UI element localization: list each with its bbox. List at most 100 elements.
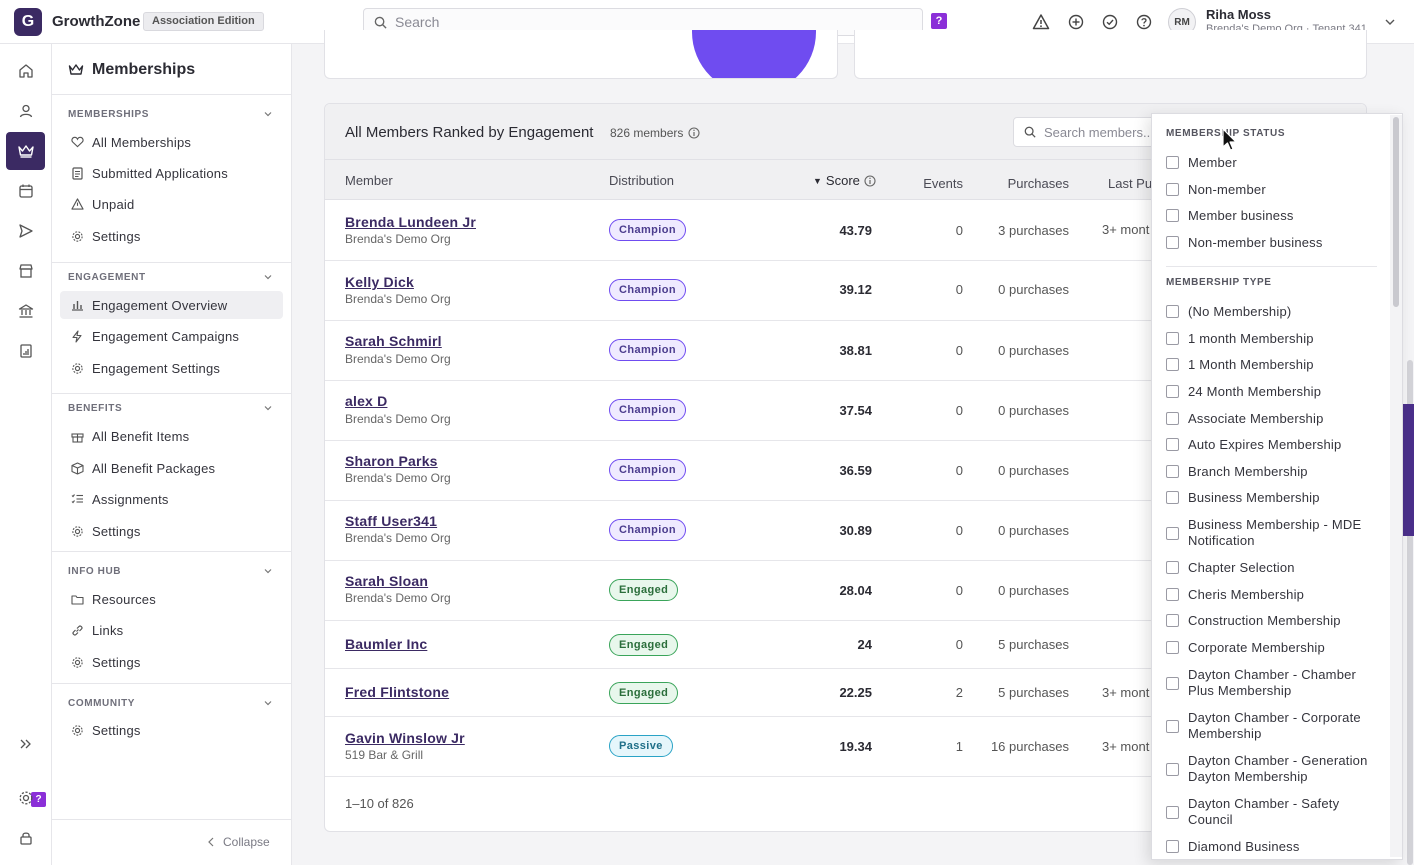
- filter-option[interactable]: 24 Month Membership: [1166, 384, 1378, 399]
- filter-option[interactable]: Diamond Business: [1166, 839, 1378, 854]
- info-icon[interactable]: [688, 127, 700, 139]
- user-name[interactable]: Riha Moss: [1206, 7, 1272, 22]
- checkbox[interactable]: [1166, 183, 1179, 196]
- member-link[interactable]: Staff User341: [345, 513, 438, 529]
- lock-icon[interactable]: [14, 826, 38, 850]
- help-badge[interactable]: ?: [931, 13, 947, 29]
- filter-option[interactable]: Construction Membership: [1166, 613, 1378, 628]
- filter-option[interactable]: Business Membership - MDE Notification: [1166, 517, 1378, 549]
- col-events[interactable]: Events: [923, 176, 963, 191]
- checkbox[interactable]: [1166, 491, 1179, 504]
- sidebar-item-benefits-settings[interactable]: Settings: [60, 517, 283, 545]
- chevron-down-icon[interactable]: [263, 109, 273, 119]
- checkbox[interactable]: [1166, 209, 1179, 222]
- send-icon[interactable]: [14, 219, 38, 243]
- sidebar-item-engagement-overview[interactable]: Engagement Overview: [60, 291, 283, 319]
- check-circle-icon[interactable]: [1100, 12, 1120, 32]
- member-link[interactable]: Sharon Parks: [345, 453, 438, 469]
- sidebar-item-memberships-settings[interactable]: Settings: [60, 222, 283, 250]
- collapse-button[interactable]: Collapse: [207, 835, 270, 849]
- sidebar-item-unpaid[interactable]: Unpaid: [60, 190, 283, 218]
- sidebar-item-all-benefit-packages[interactable]: All Benefit Packages: [60, 454, 283, 482]
- sidebar-item-community-settings[interactable]: Settings: [60, 716, 283, 744]
- col-last-purchase[interactable]: Last Pu: [1108, 176, 1153, 191]
- info-icon[interactable]: [864, 174, 876, 187]
- sidebar-item-resources[interactable]: Resources: [60, 585, 283, 613]
- checkbox[interactable]: [1166, 805, 1179, 819]
- settings-gear-icon[interactable]: [14, 786, 38, 810]
- checkbox[interactable]: [1166, 465, 1179, 478]
- checkbox[interactable]: [1166, 156, 1179, 169]
- filter-option[interactable]: Corporate Membership: [1166, 640, 1378, 655]
- member-link[interactable]: Fred Flintstone: [345, 684, 450, 700]
- chevron-down-icon[interactable]: [263, 272, 273, 282]
- filter-option[interactable]: Dayton Chamber - Corporate Membership: [1166, 710, 1378, 742]
- add-circle-icon[interactable]: [1066, 12, 1086, 32]
- section-info-hub[interactable]: INFO HUB: [68, 566, 122, 577]
- checkbox[interactable]: [1166, 438, 1179, 451]
- checkbox[interactable]: [1166, 719, 1179, 733]
- checkbox[interactable]: [1166, 561, 1179, 574]
- sidebar-item-infohub-settings[interactable]: Settings: [60, 648, 283, 676]
- calendar-icon[interactable]: [14, 179, 38, 203]
- checkbox[interactable]: [1166, 676, 1179, 690]
- bank-icon[interactable]: [14, 299, 38, 323]
- sidebar-item-links[interactable]: Links: [60, 616, 283, 644]
- checkbox[interactable]: [1166, 358, 1179, 371]
- sidebar-item-submitted-applications[interactable]: Submitted Applications: [60, 159, 283, 187]
- checkbox[interactable]: [1166, 762, 1179, 776]
- home-icon[interactable]: [14, 59, 38, 83]
- member-link[interactable]: Sarah Sloan: [345, 573, 429, 589]
- member-link[interactable]: alex D: [345, 393, 388, 409]
- col-purchases[interactable]: Purchases: [1007, 176, 1069, 191]
- filter-option[interactable]: Non-member business: [1166, 235, 1378, 250]
- report-icon[interactable]: [14, 339, 38, 363]
- checkbox[interactable]: [1166, 236, 1179, 249]
- filter-option[interactable]: (No Membership): [1166, 304, 1378, 319]
- checkbox[interactable]: [1166, 526, 1179, 540]
- help-circle-icon[interactable]: [1134, 12, 1154, 32]
- checkbox[interactable]: [1166, 641, 1179, 654]
- checkbox[interactable]: [1166, 305, 1179, 318]
- member-link[interactable]: Sarah Schmirl: [345, 333, 442, 349]
- filter-option[interactable]: Member business: [1166, 208, 1378, 223]
- chevron-down-icon[interactable]: [263, 403, 273, 413]
- member-link[interactable]: Kelly Dick: [345, 274, 414, 290]
- filter-option[interactable]: Business Membership: [1166, 490, 1378, 505]
- filter-option[interactable]: Auto Expires Membership: [1166, 437, 1378, 452]
- filter-option[interactable]: Dayton Chamber - Chamber Plus Membership: [1166, 667, 1378, 699]
- sidebar-item-engagement-campaigns[interactable]: Engagement Campaigns: [60, 322, 283, 350]
- filter-scrollbar-thumb[interactable]: [1393, 117, 1399, 307]
- filter-option[interactable]: Branch Membership: [1166, 464, 1378, 479]
- sidebar-item-all-memberships[interactable]: All Memberships: [60, 128, 283, 156]
- sidebar-item-all-benefit-items[interactable]: All Benefit Items: [60, 422, 283, 450]
- filter-option[interactable]: Dayton Chamber - Generation Dayton Membe…: [1166, 753, 1378, 785]
- filter-option[interactable]: 1 Month Membership: [1166, 357, 1378, 372]
- checkbox[interactable]: [1166, 412, 1179, 425]
- filter-option[interactable]: Dayton Chamber - Safety Council: [1166, 796, 1378, 828]
- chevron-down-icon[interactable]: [263, 698, 273, 708]
- filter-option[interactable]: Chapter Selection: [1166, 560, 1378, 575]
- member-link[interactable]: Baumler Inc: [345, 636, 428, 652]
- checkbox[interactable]: [1166, 332, 1179, 345]
- filter-option[interactable]: Associate Membership: [1166, 411, 1378, 426]
- section-benefits[interactable]: BENEFITS: [68, 403, 123, 414]
- filter-option[interactable]: 1 month Membership: [1166, 331, 1378, 346]
- filter-option[interactable]: Non-member: [1166, 182, 1378, 197]
- member-link[interactable]: Brenda Lundeen Jr: [345, 214, 476, 230]
- col-member[interactable]: Member: [345, 173, 393, 188]
- sidebar-item-engagement-settings[interactable]: Engagement Settings: [60, 354, 283, 382]
- checkbox[interactable]: [1166, 840, 1179, 853]
- col-score[interactable]: ▼ Score: [813, 173, 876, 188]
- page-scrollbar-thumb[interactable]: [1407, 360, 1413, 865]
- checkbox[interactable]: [1166, 385, 1179, 398]
- section-memberships[interactable]: MEMBERSHIPS: [68, 109, 150, 120]
- memberships-crown-icon[interactable]: [6, 132, 45, 170]
- sidebar-item-assignments[interactable]: Assignments: [60, 485, 283, 513]
- chevron-down-icon[interactable]: [1384, 16, 1396, 28]
- section-community[interactable]: COMMUNITY: [68, 698, 136, 709]
- expand-icon[interactable]: [14, 732, 38, 756]
- store-icon[interactable]: [14, 259, 38, 283]
- alert-icon[interactable]: [1031, 12, 1051, 32]
- rail-help-badge[interactable]: ?: [31, 792, 46, 807]
